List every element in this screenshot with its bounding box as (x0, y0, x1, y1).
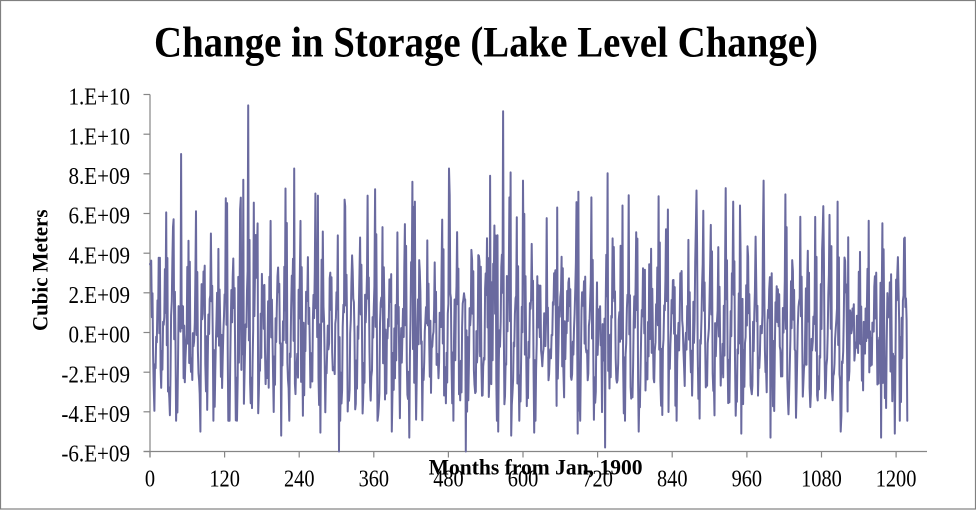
svg-text:480: 480 (433, 467, 464, 493)
svg-text:600: 600 (508, 467, 539, 493)
svg-text:Months from Jan, 1900: Months from Jan, 1900 (429, 455, 643, 480)
svg-text:8.E+09: 8.E+09 (69, 164, 131, 190)
svg-text:4.E+09: 4.E+09 (69, 243, 131, 269)
svg-text:1200: 1200 (876, 467, 917, 493)
svg-text:840: 840 (657, 467, 688, 493)
svg-text:Change in Storage (Lake Level: Change in Storage (Lake Level Change) (154, 20, 818, 67)
svg-text:-6.E+09: -6.E+09 (61, 442, 130, 468)
svg-text:360: 360 (359, 467, 390, 493)
svg-text:-2.E+09: -2.E+09 (61, 362, 130, 388)
svg-text:2.E+09: 2.E+09 (69, 283, 131, 309)
svg-text:-4.E+09: -4.E+09 (61, 402, 130, 428)
svg-text:0.E+00: 0.E+00 (69, 323, 131, 349)
svg-text:1.E+10: 1.E+10 (69, 85, 131, 111)
svg-text:720: 720 (582, 467, 613, 493)
svg-text:Cubic Meters: Cubic Meters (28, 209, 53, 331)
svg-text:6.E+09: 6.E+09 (69, 204, 131, 230)
svg-text:1.E+10: 1.E+10 (69, 124, 131, 150)
svg-text:960: 960 (732, 467, 763, 493)
svg-text:1080: 1080 (801, 467, 842, 493)
svg-text:240: 240 (284, 467, 315, 493)
svg-text:120: 120 (209, 467, 240, 493)
svg-text:0: 0 (145, 467, 155, 493)
